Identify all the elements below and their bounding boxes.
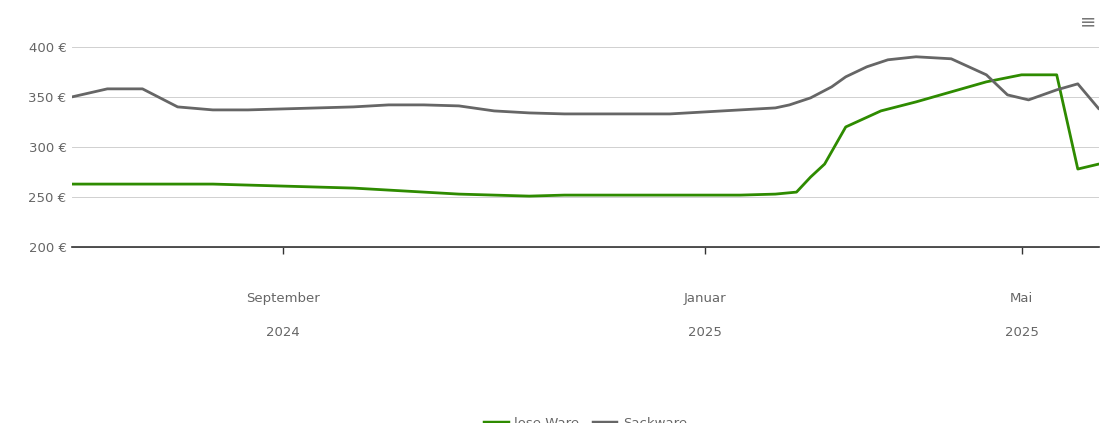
Legend: lose Ware, Sackware: lose Ware, Sackware: [478, 412, 693, 423]
Text: ≡: ≡: [1080, 13, 1097, 32]
Text: September: September: [246, 292, 320, 305]
Text: Mai: Mai: [1010, 292, 1033, 305]
Text: Januar: Januar: [684, 292, 726, 305]
Text: 2024: 2024: [266, 326, 300, 339]
Text: 2025: 2025: [1005, 326, 1039, 339]
Text: 2025: 2025: [688, 326, 722, 339]
